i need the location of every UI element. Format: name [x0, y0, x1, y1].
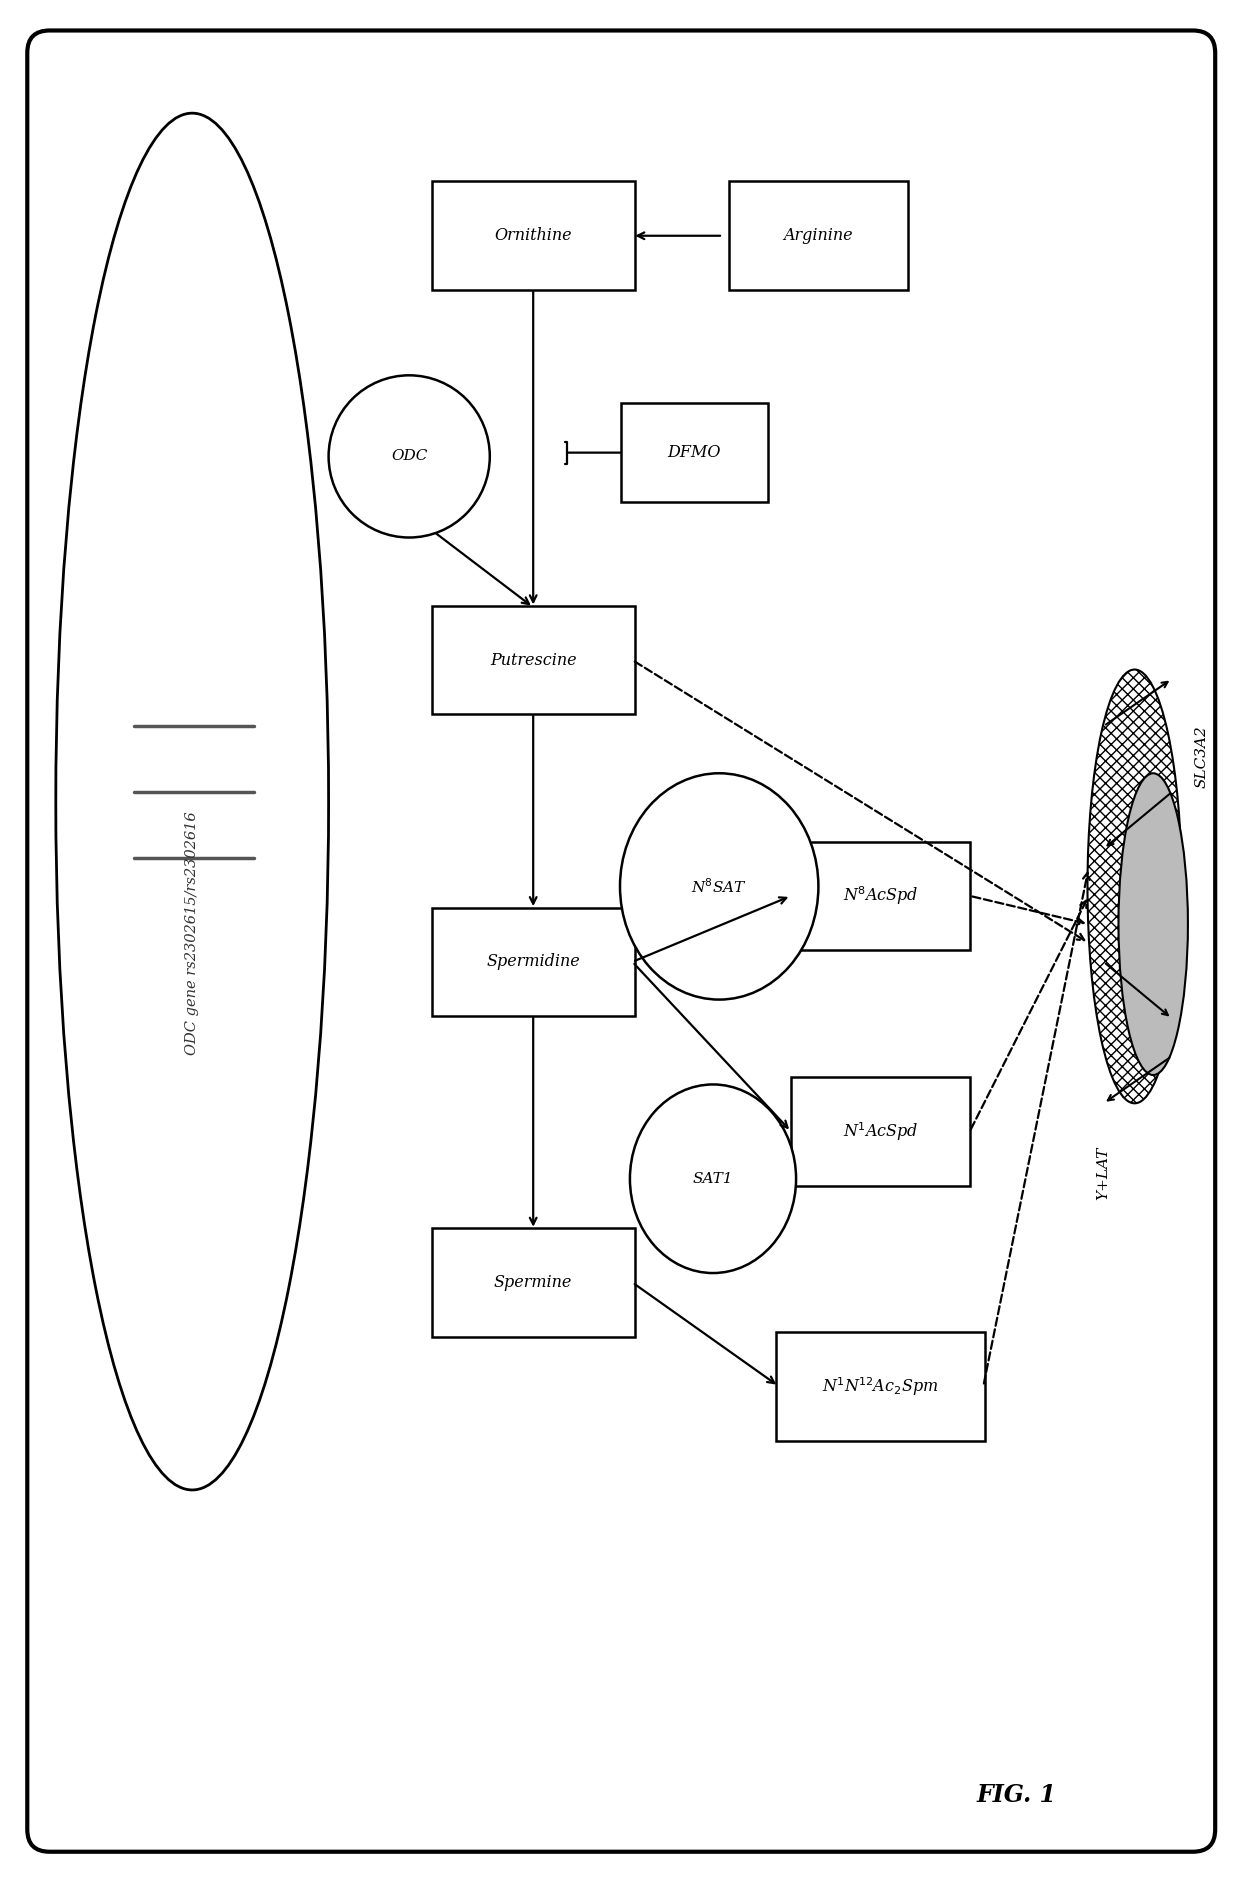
- FancyBboxPatch shape: [27, 30, 1215, 1852]
- Text: Spermine: Spermine: [494, 1273, 573, 1292]
- Text: Ornithine: Ornithine: [495, 226, 572, 245]
- FancyBboxPatch shape: [791, 1077, 970, 1186]
- FancyBboxPatch shape: [432, 605, 635, 715]
- Text: Spermidine: Spermidine: [486, 952, 580, 971]
- Ellipse shape: [329, 375, 490, 538]
- Text: N$^{8}$SAT: N$^{8}$SAT: [692, 877, 746, 896]
- FancyBboxPatch shape: [791, 841, 970, 951]
- Ellipse shape: [56, 113, 329, 1490]
- Text: Arginine: Arginine: [784, 226, 853, 245]
- FancyBboxPatch shape: [621, 404, 769, 502]
- Text: DFMO: DFMO: [667, 443, 722, 462]
- Text: N$^{1}$AcSpd: N$^{1}$AcSpd: [843, 1120, 918, 1143]
- Ellipse shape: [1118, 773, 1188, 1075]
- Text: FIG. 1: FIG. 1: [977, 1784, 1056, 1807]
- FancyBboxPatch shape: [432, 1228, 635, 1337]
- Ellipse shape: [630, 1084, 796, 1273]
- Text: ODC: ODC: [391, 449, 428, 464]
- Text: Putrescine: Putrescine: [490, 651, 577, 670]
- Text: Y+LAT: Y+LAT: [1096, 1147, 1111, 1199]
- FancyBboxPatch shape: [432, 181, 635, 290]
- FancyBboxPatch shape: [776, 1332, 985, 1441]
- Text: SLC3A2: SLC3A2: [1194, 724, 1208, 788]
- Ellipse shape: [620, 773, 818, 1000]
- Text: N$^{1}$N$^{12}$Ac$_{2}$Spm: N$^{1}$N$^{12}$Ac$_{2}$Spm: [822, 1375, 939, 1398]
- Text: N$^{8}$AcSpd: N$^{8}$AcSpd: [843, 885, 918, 907]
- FancyBboxPatch shape: [432, 907, 635, 1017]
- FancyBboxPatch shape: [729, 181, 908, 290]
- Text: ODC gene rs2302615/rs2302616: ODC gene rs2302615/rs2302616: [185, 811, 200, 1056]
- Text: SAT1: SAT1: [693, 1171, 733, 1186]
